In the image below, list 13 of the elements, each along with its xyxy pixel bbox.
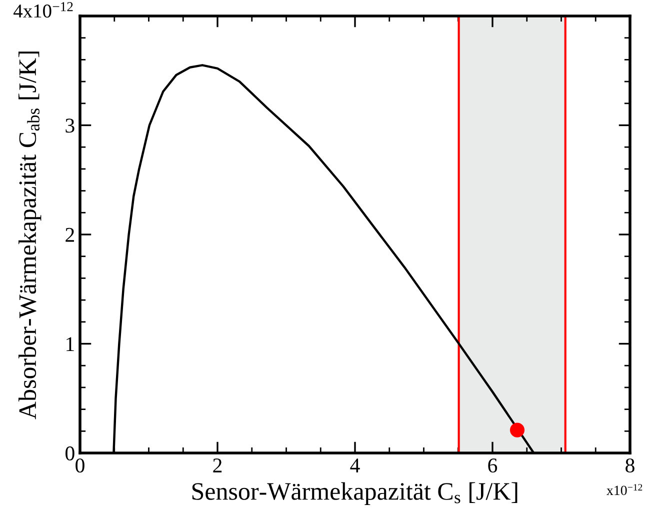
text: 4x10$^{−12}$ bbox=[14, 2, 73, 18]
x-tick-label: 2 bbox=[213, 458, 222, 472]
x-tick-label: 6 bbox=[488, 458, 498, 473]
x-tick-label: 4 bbox=[350, 458, 360, 472]
y-tick-label: 3 bbox=[66, 118, 74, 133]
x-tick-label: 0 bbox=[76, 458, 84, 473]
x-axis-title: Sensor-Wärmekapazität C$_{s}$ [J/K] bbox=[192, 482, 518, 505]
text: x10$^{−12}$ bbox=[606, 484, 642, 496]
x-tick-label: 8 bbox=[626, 458, 634, 473]
y-axis-title: Absorber-Wärmekapazität C$_{abs}$ [J/K] bbox=[18, 52, 42, 420]
y-tick-label: 1 bbox=[66, 337, 74, 351]
y-tick-label: 2 bbox=[66, 228, 74, 242]
y-tick-label: 0 bbox=[66, 446, 74, 460]
